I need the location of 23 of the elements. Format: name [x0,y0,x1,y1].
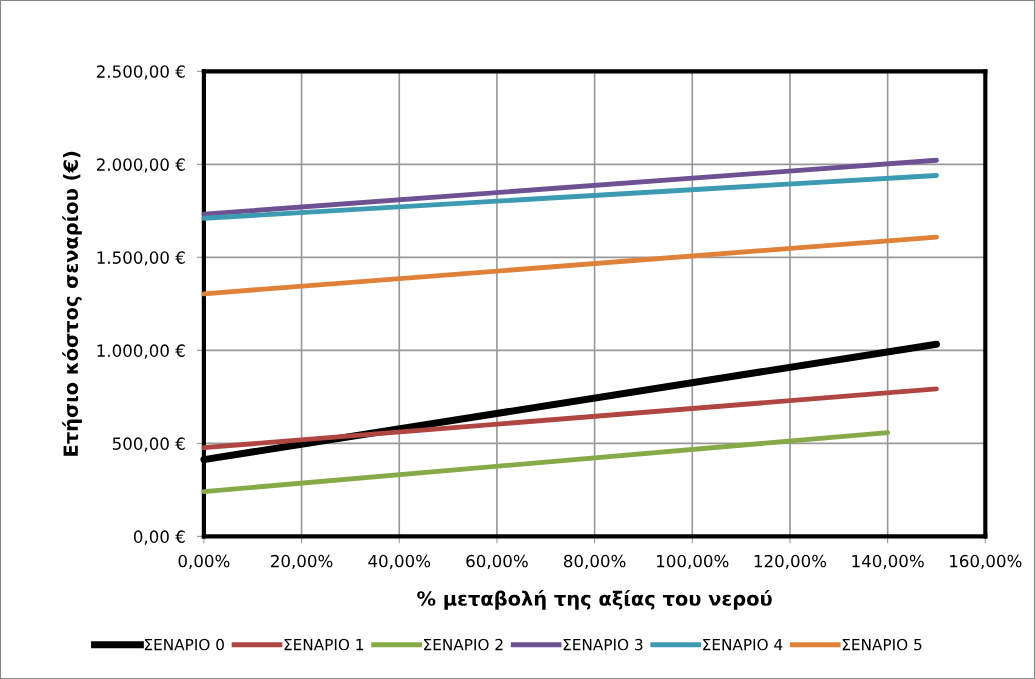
legend-label: ΣΕΝΑΡΙΟ 5 [842,638,922,651]
y-tick-label: 2.500,00 € [96,65,185,80]
x-tick-label: 20,00% [271,554,333,570]
x-tick-label: 80,00% [563,554,626,570]
x-tick-label: 40,00% [368,554,431,570]
legend-label: ΣΕΝΑΡΙΟ 3 [563,638,643,651]
legend-label: ΣΕΝΑΡΙΟ 4 [703,638,783,651]
legend-label: ΣΕΝΑΡΙΟ 0 [144,638,224,651]
y-tick-label: 1.500,00 € [97,251,185,266]
x-tick-label: 120,00% [754,554,827,570]
y-tick-label: 0,00 € [133,530,185,545]
x-tick-label: 60,00% [466,554,528,570]
x-tick-label: 160,00% [950,554,1022,570]
x-tick-label: 100,00% [657,554,729,570]
y-tick-label: 500,00 € [112,437,185,452]
y-tick-label: 1.000,00 € [97,344,185,359]
x-tick-label: 140,00% [852,554,924,570]
y-axis-title: Ετήσιο κόστος σεναρίου (€) [62,151,82,456]
x-tick-label: 0,00% [178,554,230,570]
legend-label: ΣΕΝΑΡΙΟ 1 [284,638,364,651]
legend-label: ΣΕΝΑΡΙΟ 2 [424,638,503,651]
x-axis-title: % μεταβολή της αξίας του νερού [417,590,772,610]
y-tick-label: 2.000,00 € [96,158,185,173]
